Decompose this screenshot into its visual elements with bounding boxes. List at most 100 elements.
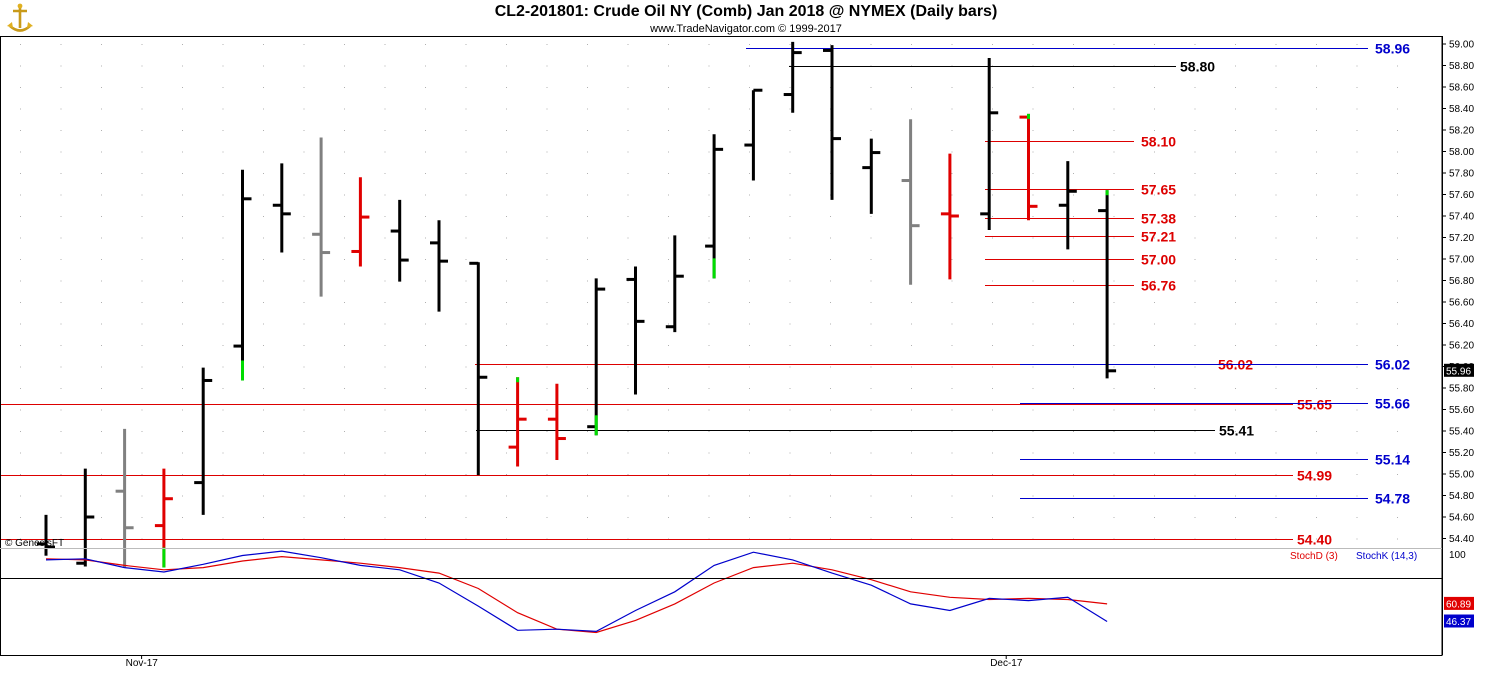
grid-dot — [465, 173, 467, 174]
x-tick-label: Nov-17 — [126, 658, 159, 669]
grid-dot — [789, 130, 791, 131]
stoch-tick-label: 100 — [1449, 550, 1466, 561]
grid-dot — [1194, 173, 1196, 174]
y-tick-label: 54.60 — [1449, 513, 1474, 524]
grid-dot — [1316, 65, 1317, 67]
grid-dot — [1275, 474, 1277, 475]
grid-dot — [951, 323, 953, 325]
grid-dot — [587, 216, 588, 217]
grid-dot — [1154, 302, 1155, 303]
grid-dot — [911, 495, 912, 497]
grid-dot — [222, 237, 224, 239]
grid-dot — [1113, 194, 1115, 196]
grid-dot — [870, 130, 872, 131]
grid-dot — [668, 323, 669, 325]
grid-dot — [749, 65, 750, 67]
grid-dot — [141, 474, 143, 475]
price-bar — [312, 137, 331, 297]
grid-dot — [546, 280, 548, 282]
grid-dot — [141, 151, 143, 153]
grid-dot — [951, 237, 953, 239]
grid-dot — [627, 173, 629, 174]
level-label: 54.78 — [1375, 491, 1410, 507]
grid-dot — [465, 452, 467, 454]
grid-dot — [992, 345, 993, 346]
grid-dot — [101, 151, 102, 153]
grid-dot — [992, 388, 993, 389]
grid-dot — [222, 474, 224, 475]
grid-dot — [384, 452, 386, 454]
price-bar — [744, 88, 763, 181]
grid-dot — [1073, 495, 1074, 497]
grid-dot — [1316, 108, 1317, 110]
grid-dot — [587, 409, 588, 411]
grid-dot — [587, 323, 588, 325]
grid-dot — [1397, 431, 1398, 432]
y-tick-label: 55.20 — [1449, 448, 1474, 459]
grid-dot — [1316, 323, 1317, 325]
stoch-legend: StochK (14,3) — [1356, 551, 1417, 562]
grid-dot — [1316, 538, 1317, 540]
grid-dot — [1113, 474, 1115, 475]
grid-dot — [344, 302, 345, 303]
grid-dot — [263, 216, 264, 217]
last-price-label: 55.96 — [1446, 366, 1471, 377]
grid-dot — [1073, 302, 1074, 303]
grid-dot — [1397, 87, 1398, 88]
grid-dot — [789, 151, 791, 153]
grid-dot — [1154, 237, 1155, 239]
grid-dot — [1073, 345, 1074, 346]
grid-dot — [141, 259, 143, 260]
grid-dot — [668, 151, 669, 153]
grid-dot — [141, 280, 143, 282]
grid-dot — [1194, 409, 1196, 411]
grid-dot — [870, 302, 872, 303]
grid-dot — [992, 431, 993, 432]
grid-dot — [263, 44, 264, 45]
price-bar — [469, 261, 488, 476]
grid-dot — [384, 345, 386, 346]
stoch-value-tag — [1444, 596, 1474, 610]
grid-dot — [749, 130, 750, 131]
grid-dot — [951, 431, 953, 432]
grid-dot — [182, 517, 183, 518]
grid-dot — [1154, 388, 1155, 389]
grid-dot — [587, 194, 588, 196]
grid-dot — [303, 409, 305, 411]
grid-dot — [1275, 517, 1277, 518]
grid-dot — [1113, 495, 1115, 497]
grid-dot — [1154, 517, 1155, 518]
grid-dot — [60, 130, 62, 131]
grid-dot — [60, 474, 62, 475]
grid-dot — [384, 431, 386, 432]
grid-dot — [789, 366, 791, 368]
grid-dot — [101, 302, 102, 303]
grid-dot — [587, 302, 588, 303]
y-tick-label: 56.40 — [1449, 319, 1474, 330]
grid-dot — [1275, 452, 1277, 454]
grid-dot — [546, 237, 548, 239]
grid-dot — [870, 517, 872, 518]
y-tick-label: 58.20 — [1449, 126, 1474, 137]
grid-dot — [344, 108, 345, 110]
grid-dot — [20, 495, 21, 497]
grid-dot — [911, 345, 912, 346]
grid-dot — [749, 108, 750, 110]
grid-dot — [344, 237, 345, 239]
grid-dot — [708, 345, 710, 346]
grid-dot — [1154, 280, 1155, 282]
grid-dot — [1154, 173, 1155, 174]
grid-dot — [708, 517, 710, 518]
grid-dot — [263, 65, 264, 67]
grid-dot — [1397, 388, 1398, 389]
y-tick-label: 57.60 — [1449, 190, 1474, 201]
grid-dot — [627, 517, 629, 518]
grid-dot — [20, 409, 21, 411]
grid-dot — [789, 409, 791, 411]
grid-dot — [1397, 366, 1398, 368]
grid-dot — [1275, 194, 1277, 196]
grid-dot — [101, 280, 102, 282]
grid-dot — [1356, 366, 1358, 368]
grid-dot — [182, 452, 183, 454]
grid-dot — [1316, 259, 1317, 260]
